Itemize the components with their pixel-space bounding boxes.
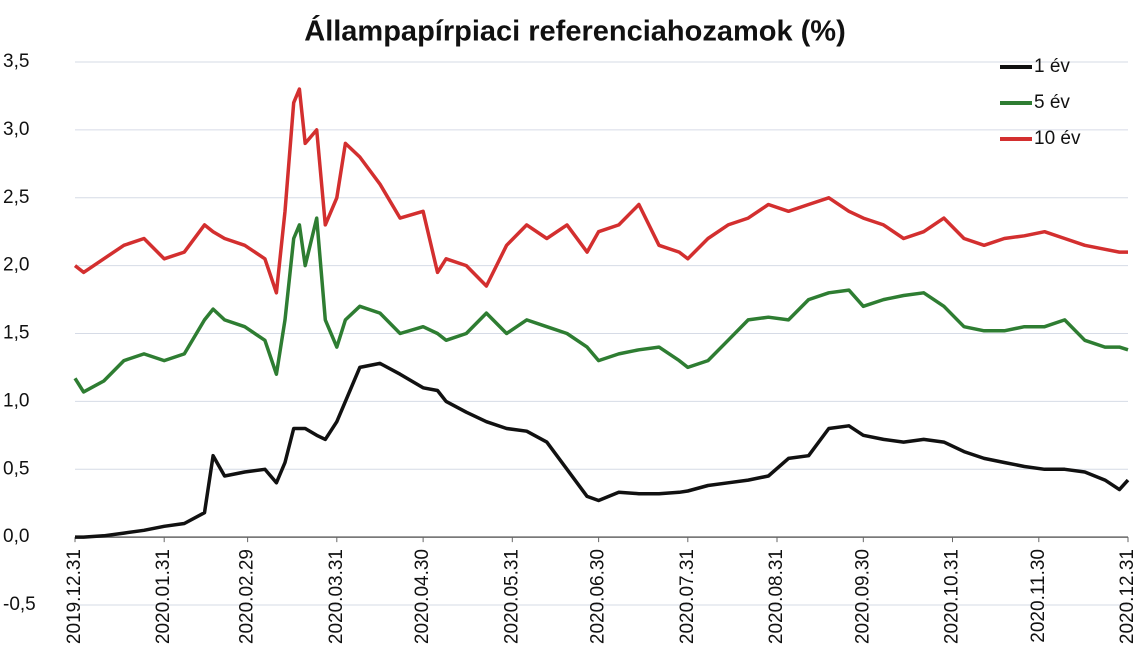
line-series: [75, 361, 1130, 539]
y-tick-label: 2,0: [3, 255, 29, 276]
line-series: [73, 216, 1129, 394]
x-tick-label: 2020.11.30: [1028, 549, 1049, 643]
y-tick-label: -0,5: [3, 594, 36, 615]
x-tick-label: 2020.05.31: [501, 549, 522, 644]
legend-label: 1 év: [1034, 56, 1070, 77]
x-tick-label: 2019.12.31: [64, 549, 85, 644]
x-tick-label: 2020.09.30: [852, 549, 873, 644]
x-tick-label: 2020.10.31: [942, 549, 963, 644]
x-tick-label: 2020.12.31: [1117, 549, 1138, 644]
chart-title: Állampapírpiaci referenciahozamok (%): [304, 14, 846, 48]
y-tick-label: 3,5: [3, 51, 29, 72]
y-tick-label: 3,0: [3, 119, 29, 140]
line-series: [73, 87, 1128, 295]
y-tick-label: 1,5: [3, 323, 29, 344]
x-tick-label: 2020.02.29: [237, 549, 258, 644]
x-tick-label: 2020.04.30: [412, 549, 433, 644]
x-tick-label: 2020.03.31: [326, 549, 347, 644]
x-tick-label: 2020.07.31: [677, 549, 698, 644]
x-tick-label: 2020.01.31: [153, 549, 174, 644]
legend-label: 5 év: [1034, 92, 1070, 113]
x-tick-label: 2020.08.31: [766, 549, 787, 644]
legend-label: 10 év: [1034, 128, 1081, 149]
y-tick-label: 2,5: [3, 187, 29, 208]
y-tick-label: 0,5: [3, 458, 29, 479]
y-tick-label: 1,0: [3, 390, 29, 411]
y-tick-label: 0,0: [3, 526, 29, 547]
x-tick-label: 2020.06.30: [588, 549, 609, 644]
